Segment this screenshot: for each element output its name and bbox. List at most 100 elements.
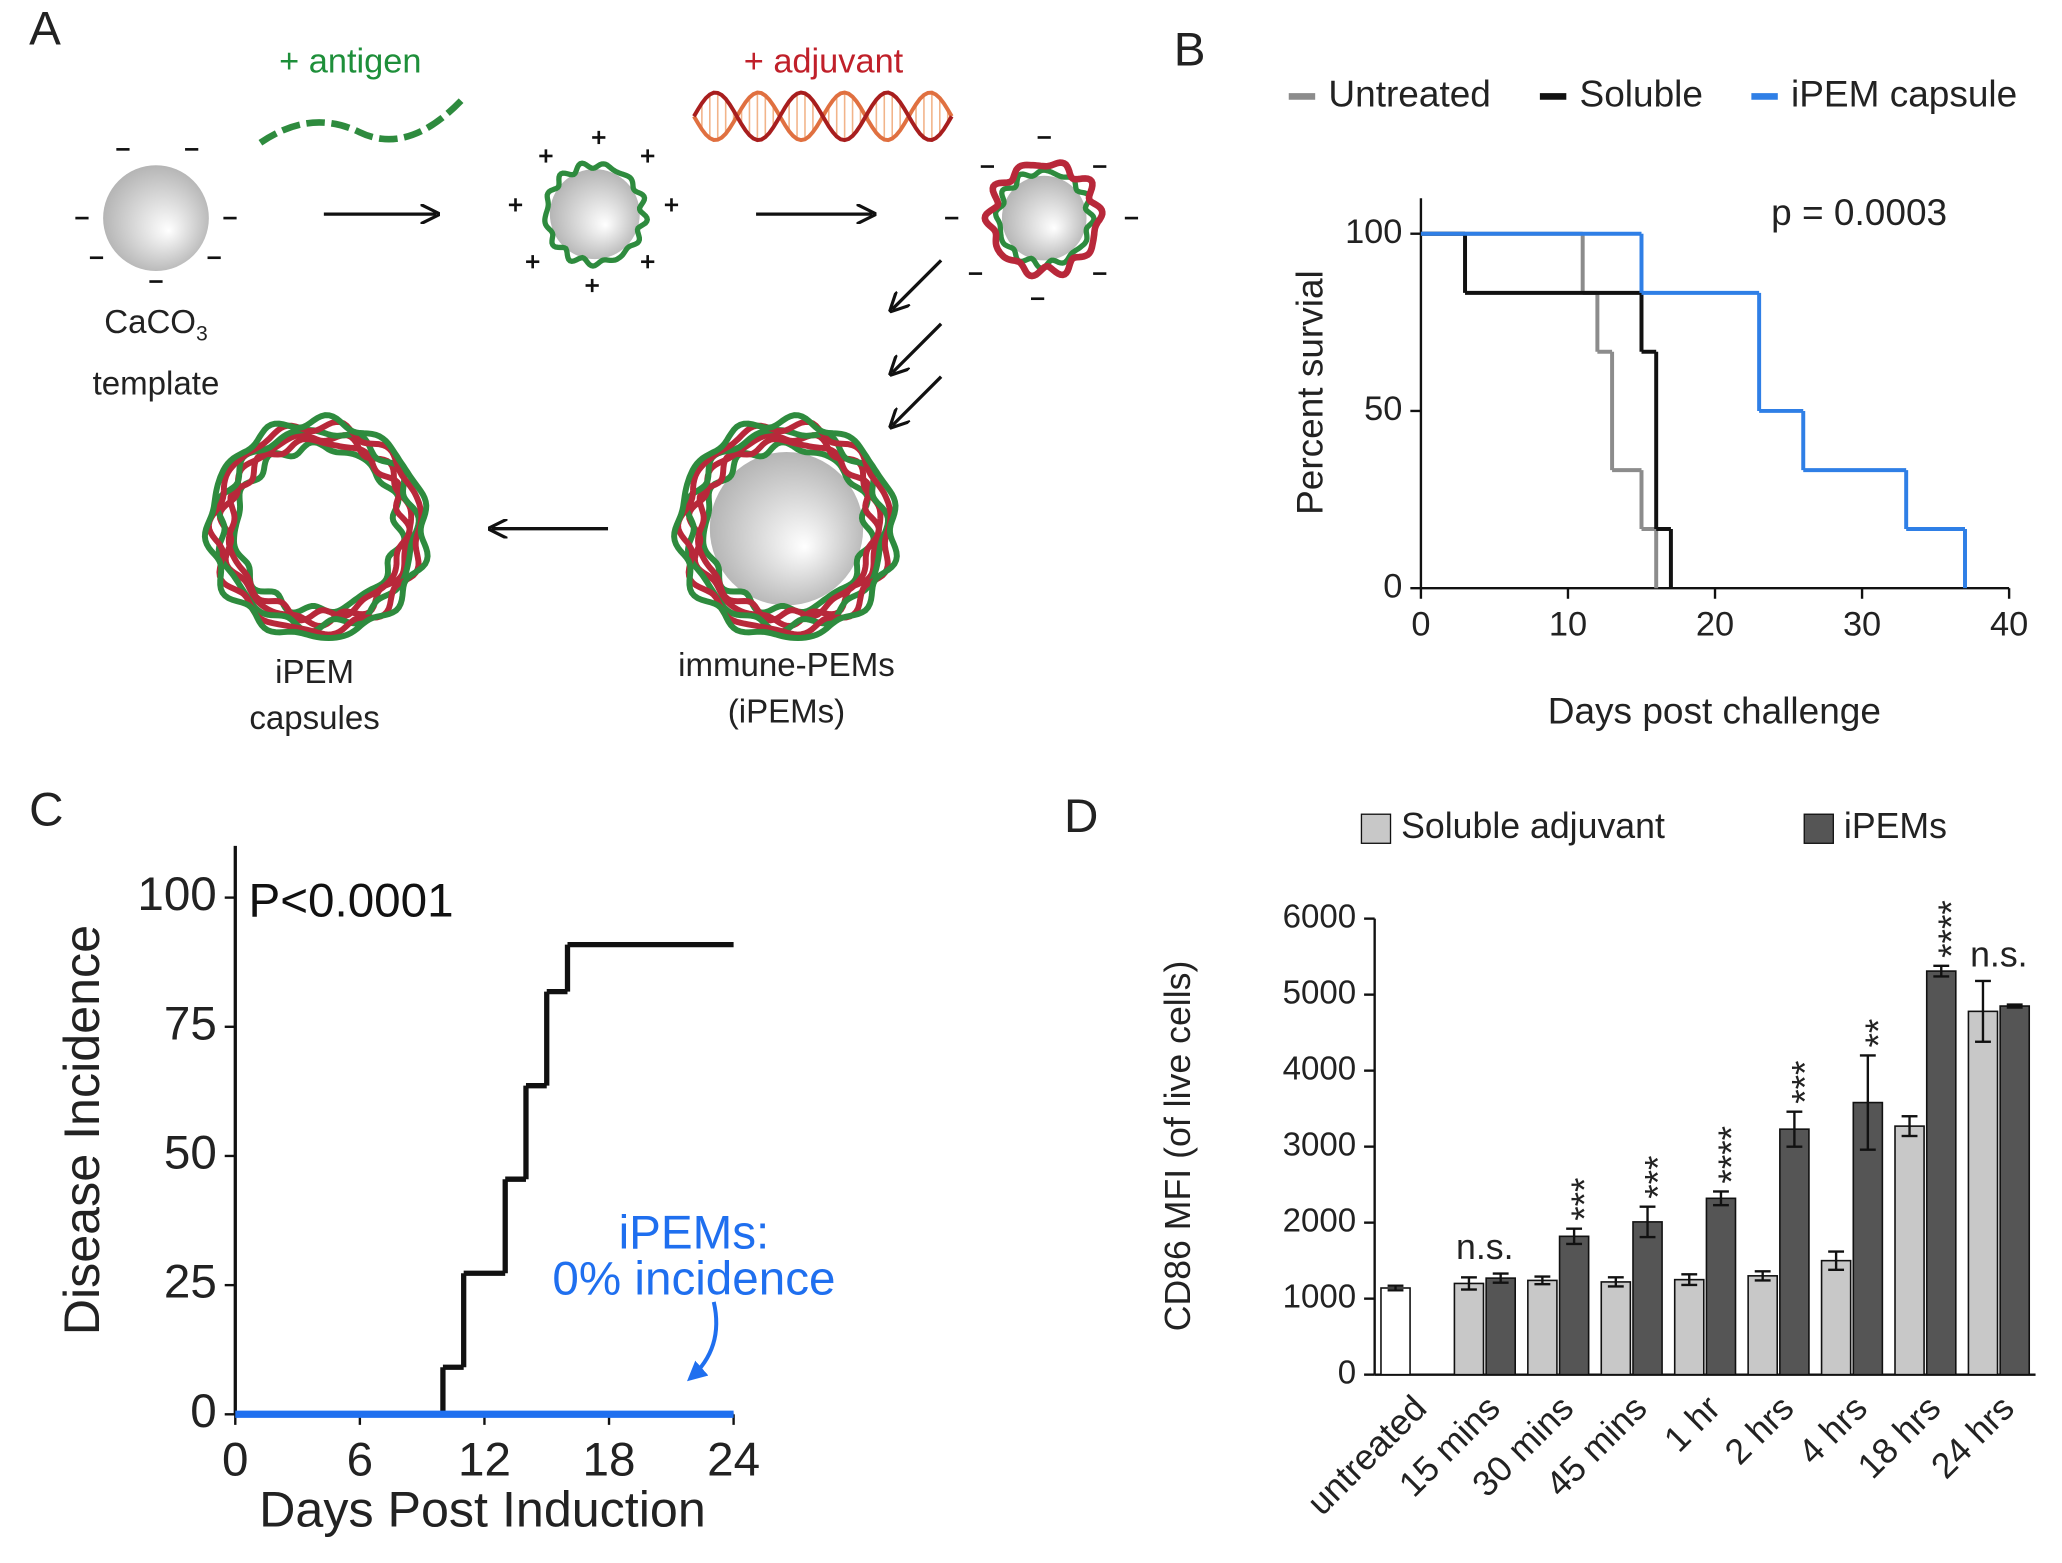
bar: [1600, 1281, 1632, 1376]
chart: 0 1000 2000 3000 4000 5000 6000 CD86 MFI (of li…: [1158, 806, 2036, 1523]
significance-label: ****: [1931, 900, 1972, 958]
sphere: [1001, 175, 1087, 261]
legend-label: iPEM capsule: [1791, 73, 2017, 114]
y-tick-label: 2000: [1283, 1202, 1356, 1239]
x-tick-label: 0: [222, 1434, 248, 1487]
annotation: p = 0.0003: [1771, 192, 1947, 233]
ipems-label: (iPEMs): [728, 693, 845, 730]
annotation: iPEMs:: [619, 1206, 770, 1259]
y-tick-label: 50: [164, 1127, 217, 1180]
polymer-layer: [671, 412, 900, 641]
legend-label: Untreated: [1328, 73, 1490, 114]
bar: [1380, 1287, 1411, 1376]
significance-label: n.s.: [1970, 935, 2028, 975]
y-tick-label: 1000: [1283, 1278, 1356, 1315]
bar: [1558, 1235, 1590, 1376]
annotation: P<0.0001: [249, 875, 454, 928]
bar: [1999, 1005, 2031, 1376]
bar: [1894, 1125, 1925, 1376]
x-axis-label: Days post challenge: [1548, 691, 1881, 732]
y-tick-label: 50: [1364, 390, 1402, 428]
legend-label: Soluble adjuvant: [1401, 806, 1665, 846]
y-tick-label: 75: [164, 997, 217, 1050]
y-tick-label: 0: [190, 1385, 216, 1438]
arrow: [892, 375, 943, 426]
legend-swatch: [1360, 813, 1392, 844]
template-label: CaCO: [104, 304, 196, 341]
significance-label: n.s.: [1456, 1227, 1514, 1267]
x-tick-label: 24 hrs: [1923, 1388, 2021, 1486]
x-tick-label: 6: [347, 1434, 373, 1487]
antigen-layer: [542, 160, 651, 269]
x-tick-label: 40: [1990, 605, 2028, 643]
y-axis-label: Percent survial: [1289, 270, 1330, 515]
bar: [1527, 1279, 1558, 1376]
polymer-layer: [201, 412, 431, 641]
x-tick-label: 2 hrs: [1717, 1388, 1801, 1472]
adjuvant-layer: [981, 159, 1106, 280]
arrow: [892, 259, 943, 309]
bar: [1747, 1275, 1779, 1376]
template-label: template: [93, 366, 220, 403]
significance-label: ****: [1711, 1126, 1752, 1184]
y-tick-label: 0: [1338, 1354, 1356, 1391]
bar: [1779, 1128, 1810, 1376]
panel-label: A: [29, 2, 61, 55]
panel-label: C: [29, 783, 63, 836]
annotation: 0% incidence: [552, 1253, 835, 1306]
significance-label: ***: [1638, 1156, 1679, 1199]
legend-label: Soluble: [1580, 73, 1703, 114]
x-tick-label: 30: [1843, 605, 1881, 643]
significance-label: ***: [1784, 1061, 1825, 1104]
polymer-layer: [225, 436, 413, 624]
template-subscript: 3: [196, 322, 208, 345]
bar: [1673, 1278, 1705, 1376]
y-axis-label: CD86 MFI (of live cells): [1158, 961, 1198, 1332]
bar: [1632, 1221, 1663, 1376]
y-tick-label: 25: [164, 1256, 217, 1309]
x-tick-label: 18: [583, 1434, 636, 1487]
polymer-layer: [230, 439, 408, 616]
capsules-label: iPEM: [275, 654, 354, 691]
x-tick-label: 0: [1411, 605, 1430, 643]
x-tick-label: 20: [1696, 605, 1734, 643]
helix-strand: [692, 90, 954, 143]
significance-label: **: [1858, 1019, 1899, 1048]
significance-label: ***: [1564, 1178, 1605, 1221]
ipems-label: immune-PEMs: [678, 647, 895, 684]
y-tick-label: 3000: [1283, 1126, 1356, 1163]
panel-label: D: [1064, 790, 1098, 843]
x-tick-label: 12: [458, 1434, 511, 1487]
antigen-strand: [258, 96, 466, 146]
capsules-label: capsules: [249, 700, 379, 737]
y-tick-label: 5000: [1283, 974, 1356, 1011]
bar: [1485, 1277, 1517, 1376]
y-tick-label: 0: [1383, 567, 1402, 605]
legend-swatch: [1803, 813, 1834, 844]
bar: [1705, 1197, 1737, 1376]
x-tick-label: 24: [707, 1434, 760, 1487]
x-tick-label: 18 hrs: [1850, 1388, 1948, 1486]
legend-label: iPEMs: [1844, 806, 1947, 846]
bar: [1925, 970, 1957, 1376]
x-tick-label: 10: [1549, 605, 1587, 643]
bar: [1967, 1010, 1999, 1376]
adjuvant-label: + adjuvant: [744, 43, 904, 81]
annotation-arrow: [687, 1301, 719, 1382]
sphere: [709, 452, 864, 606]
bar: [1453, 1282, 1485, 1376]
x-axis-label: Days Post Induction: [259, 1482, 706, 1538]
antigen-label: + antigen: [279, 43, 421, 81]
y-tick-label: 100: [137, 868, 216, 921]
chart: 0 50 100 0 10 20 30 40 Days post challenge Percen…: [1288, 73, 2028, 732]
sphere: [549, 169, 640, 260]
diagram: + antigen + adjuvant CaCO3 template iPEM…: [75, 43, 1139, 737]
y-axis-label: Disease Incidence: [54, 925, 110, 1335]
template-sphere: [103, 165, 209, 271]
panel-label: B: [1174, 23, 1206, 76]
arrow: [892, 322, 943, 373]
